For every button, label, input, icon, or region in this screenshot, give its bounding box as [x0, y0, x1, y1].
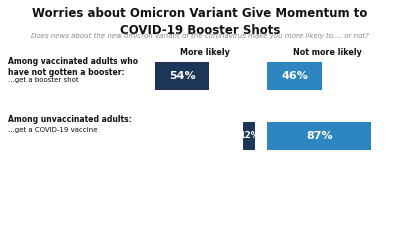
FancyBboxPatch shape: [267, 122, 371, 150]
FancyBboxPatch shape: [267, 62, 322, 90]
Text: Among vaccinated adults who
have not gotten a booster:: Among vaccinated adults who have not got…: [8, 57, 138, 77]
Text: ...get a booster shot: ...get a booster shot: [8, 77, 79, 83]
Text: Worries about Omicron Variant Give Momentum to
COVID-19 Booster Shots: Worries about Omicron Variant Give Momen…: [32, 7, 368, 36]
Text: Among unvaccinated adults:: Among unvaccinated adults:: [8, 115, 132, 124]
FancyBboxPatch shape: [155, 62, 209, 90]
Text: Does news about the new omicron variant of the coronavirus make you more likely : Does news about the new omicron variant …: [31, 33, 369, 39]
Text: 12%: 12%: [239, 131, 259, 140]
Text: More likely: More likely: [180, 48, 230, 57]
Text: ...get a COVID-19 vaccine: ...get a COVID-19 vaccine: [8, 127, 98, 133]
Text: 46%: 46%: [281, 71, 308, 81]
Text: 54%: 54%: [169, 71, 195, 81]
FancyBboxPatch shape: [243, 122, 255, 150]
Text: Not more likely: Not more likely: [292, 48, 362, 57]
Text: 87%: 87%: [306, 131, 332, 141]
